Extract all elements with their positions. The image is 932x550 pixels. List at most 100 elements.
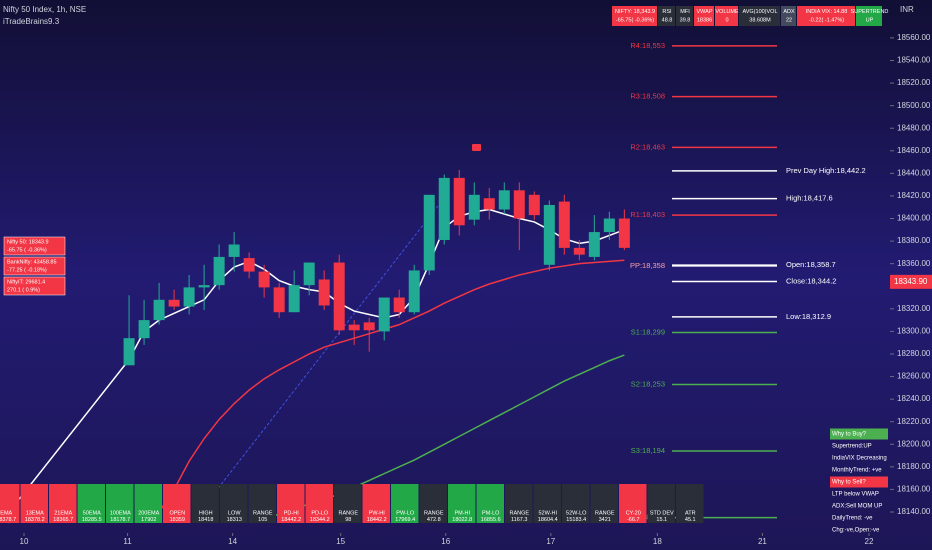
candle-body (528, 194, 540, 216)
bottom-table-value: 105 (258, 517, 267, 523)
bottom-table-value: 18344.2 (310, 517, 330, 523)
trendline (199, 195, 447, 513)
index-box (3, 256, 66, 276)
y-tick-label: 18140.00 (897, 507, 931, 516)
y-tick-label: 18480.00 (897, 123, 931, 132)
y-tick-label: 18240.00 (897, 394, 931, 403)
top-table-label: SUPERTREND (851, 9, 889, 15)
bottom-table-cell (647, 484, 675, 523)
bottom-table-label: 52W-HI (538, 510, 557, 516)
bottom-table-cell (0, 484, 20, 523)
bottom-table-label: OPEN (169, 510, 185, 516)
last-price-label: 18343.90 (894, 277, 928, 286)
top-table-value: 48.8 (662, 17, 673, 23)
top-table-value: 38.608M (749, 17, 771, 23)
day-level-label: Close:18,344.2 (786, 276, 836, 285)
index-box-label: Nifty 50: 18343.9 (7, 239, 49, 245)
top-table-label: INDIA VIX: 14.88 (806, 9, 848, 15)
top-table-value: 22 (786, 17, 792, 23)
bottom-table-cell (220, 484, 248, 523)
candle-body (153, 299, 165, 321)
index-box (3, 236, 66, 256)
signal-text: ADX:Sell MOM UP (832, 504, 882, 510)
bottom-table-value: 18359 (170, 517, 185, 523)
signal-text: Why to Buy? (832, 432, 867, 438)
x-tick-label: 21 (758, 537, 767, 546)
pivot-label: R1:18,403 (630, 210, 665, 219)
candle-body (348, 324, 360, 331)
bottom-table-label: 200EMA (138, 510, 159, 516)
bottom-table-cell (391, 484, 419, 523)
bottom-table-label: 21EMA (54, 510, 72, 516)
bottom-table-label: PW-LO (396, 510, 415, 516)
bottom-table-label: RANGE (509, 510, 529, 516)
pivot-label: R2:18,463 (630, 142, 665, 151)
candle-body (558, 201, 570, 248)
bottom-table-cell (448, 484, 476, 523)
bottom-table-value: 18378.7 (0, 517, 16, 523)
bottom-table-cell (277, 484, 305, 523)
candle-body (468, 194, 480, 220)
bottom-table-value: 18285.5 (82, 517, 102, 523)
signal-text: MonthlyTrend: +ve (832, 468, 882, 474)
bottom-table-label: 100EMA (110, 510, 131, 516)
bottom-table-value: 15.1 (656, 517, 667, 523)
bottom-table-cell (362, 484, 390, 523)
y-tick-label: 18260.00 (897, 372, 931, 381)
bottom-table-label: STD DEV (650, 510, 674, 516)
y-tick-label: 18420.00 (897, 191, 931, 200)
bottom-table-label: CY-20 (626, 510, 641, 516)
bottom-table-cell (590, 484, 618, 523)
candle-body (333, 262, 345, 331)
candle-body (588, 232, 600, 257)
y-tick-label: 18360.00 (897, 259, 931, 268)
index-box-label: NiftyIT: 29681.4 (7, 279, 45, 285)
top-table-value: UP (866, 17, 874, 23)
top-table-cell (676, 6, 693, 26)
candle-body (198, 285, 210, 288)
pivot-label: S2:18,253 (631, 379, 665, 388)
bottom-table-label: PD-LO (311, 510, 329, 516)
y-tick-label: 18460.00 (897, 146, 931, 155)
bottom-table-cell (248, 484, 276, 523)
signal-text: LTP below VWAP (832, 492, 879, 498)
signal-header (830, 476, 888, 488)
y-tick-label: 18180.00 (897, 462, 931, 471)
x-tick-label: 18 (653, 537, 662, 546)
y-tick-label: 18440.00 (897, 168, 931, 177)
candle-body (378, 297, 390, 332)
candle-body (603, 218, 615, 233)
y-tick-label: 18320.00 (897, 304, 931, 313)
top-table-value: 18386 (697, 17, 712, 23)
candle-body (258, 271, 270, 288)
bottom-table-value: 17902 (141, 517, 156, 523)
bottom-table-cell (305, 484, 333, 523)
bottom-table-value: 45.1 (685, 517, 696, 523)
index-box-value: -65.75 ( -0.36%) (7, 247, 47, 253)
top-table-cell (797, 6, 855, 26)
candle-body (408, 270, 420, 313)
bottom-table-cell (505, 484, 533, 523)
x-tick-label: 17 (546, 537, 555, 546)
signal-text: IndiaVIX Decreasing (832, 456, 887, 462)
candle-body (573, 247, 585, 255)
bottom-table-label: RANGE (253, 510, 273, 516)
bottom-table-value: 18178.7 (110, 517, 130, 523)
candle-body (228, 244, 240, 257)
y-tick-label: 18540.00 (897, 56, 931, 65)
top-table-cell (739, 6, 780, 26)
top-table-value: -65.75( -0.36%) (616, 17, 654, 23)
bottom-table-cell (676, 484, 704, 523)
bottom-table-value: 17969.4 (395, 517, 415, 523)
pivot-label: S3:18,194 (631, 446, 665, 455)
bottom-table-label: PW-HI (369, 510, 386, 516)
candle-body (168, 299, 180, 307)
bottom-table-label: RANGE (595, 510, 615, 516)
signal-header (830, 428, 888, 440)
y-tick-label: 18500.00 (897, 101, 931, 110)
bottom-table-label: PM-HI (454, 510, 470, 516)
candle-body (438, 177, 450, 240)
bottom-table-value: 1167.3 (511, 517, 527, 523)
candle-body (483, 198, 495, 210)
y-tick-label: 18200.00 (897, 439, 931, 448)
